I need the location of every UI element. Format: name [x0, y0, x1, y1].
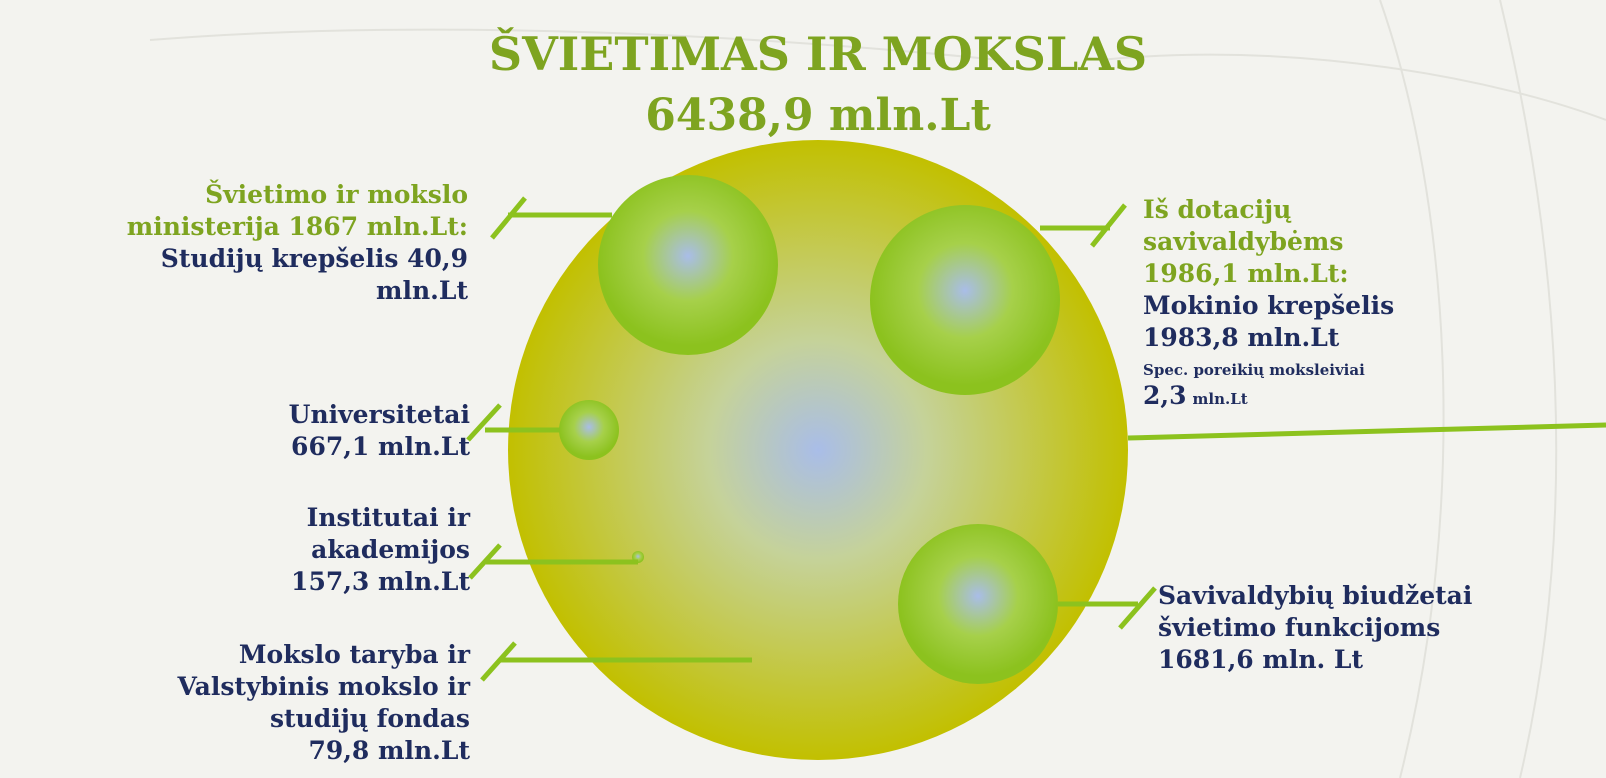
title: ŠVIETIMAS IR MOKSLAS: [489, 26, 1147, 81]
note-amount: 2,3: [1143, 381, 1187, 410]
label-detail: studijų fondas: [270, 704, 470, 733]
label-detail: Universitetai: [289, 400, 470, 429]
label-detail: Valstybinis mokslo ir: [177, 672, 471, 701]
label-detail: 667,1 mln.Lt: [291, 432, 470, 461]
label-heading: Iš dotacijų: [1143, 195, 1292, 224]
bubbles: [508, 140, 1128, 760]
label-detail: 79,8 mln.Lt: [308, 736, 470, 765]
label-heading: Švietimo ir mokslo: [205, 180, 468, 209]
label-detail: Mokinio krepšelis: [1143, 291, 1394, 320]
connectors: [466, 196, 1606, 682]
label-detail: 1681,6 mln. Lt: [1158, 645, 1363, 674]
total: 6438,9 mln.Lt: [645, 90, 991, 141]
label-detail: švietimo funkcijoms: [1158, 613, 1440, 642]
label-note: Spec. poreikių moksleiviai: [1143, 361, 1365, 379]
label-detail: mln.Lt: [376, 276, 468, 305]
label-heading: savivaldybėms: [1143, 227, 1343, 256]
label-detail: akademijos: [311, 535, 470, 564]
bubble: [559, 400, 619, 460]
label-detail: Institutai ir: [307, 503, 471, 532]
label-detail: 157,3 mln.Lt: [291, 567, 470, 596]
label-detail: Mokslo taryba ir: [239, 640, 471, 669]
label-detail: Savivaldybių biudžetai: [1158, 581, 1472, 610]
label-heading: ministerija 1867 mln.Lt:: [127, 212, 468, 241]
label-note-amount: 2,3 mln.Lt: [1143, 381, 1248, 410]
bubble: [870, 205, 1060, 395]
bubble: [898, 524, 1058, 684]
labels: Švietimo ir mokslo ministerija 1867 mln.L…: [127, 180, 1473, 765]
background-curves: [149, 0, 1606, 778]
note-unit: mln.Lt: [1193, 390, 1248, 408]
bubble: [598, 175, 778, 355]
label-detail: 1983,8 mln.Lt: [1143, 323, 1340, 352]
label-heading: 1986,1 mln.Lt:: [1143, 259, 1349, 288]
label-detail: Studijų krepšelis 40,9: [161, 244, 468, 273]
